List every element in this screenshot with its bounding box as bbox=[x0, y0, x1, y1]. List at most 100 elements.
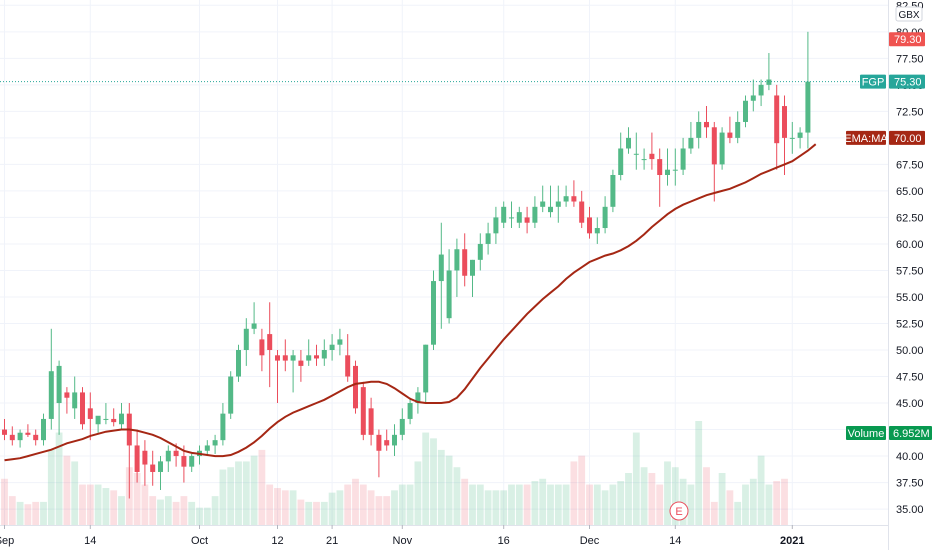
volume-bar bbox=[469, 484, 476, 525]
volume-bar bbox=[313, 501, 320, 525]
candle-body bbox=[750, 95, 756, 101]
candle-body bbox=[633, 153, 639, 155]
volume-bar bbox=[656, 484, 664, 525]
volume-bar bbox=[453, 467, 461, 525]
volume-bar bbox=[437, 449, 445, 525]
volume-bar bbox=[297, 499, 305, 525]
ema-line bbox=[4, 143, 817, 462]
candle-body bbox=[204, 445, 210, 451]
volume-bar bbox=[40, 501, 47, 525]
volume-bar bbox=[710, 501, 718, 525]
candle-body bbox=[602, 206, 608, 229]
candle-body bbox=[493, 217, 499, 234]
candle-body bbox=[80, 392, 85, 425]
candle-body bbox=[688, 137, 694, 149]
candle-body bbox=[797, 132, 803, 138]
volume-bar bbox=[671, 467, 679, 525]
candle-body bbox=[516, 212, 522, 223]
volume-bar bbox=[359, 484, 367, 525]
price-axis-label: 37.50 bbox=[896, 478, 924, 490]
volume-bar bbox=[164, 496, 172, 525]
volume-bar bbox=[773, 481, 781, 525]
candle-body bbox=[657, 159, 663, 175]
price-axis-label: 47.50 bbox=[896, 372, 924, 384]
candle-body bbox=[438, 254, 444, 282]
volume-bar bbox=[679, 478, 687, 525]
time-axis-label: 2021 bbox=[780, 535, 804, 547]
time-axis-label: 14 bbox=[669, 535, 681, 547]
candle-body bbox=[587, 217, 592, 234]
candle-body bbox=[618, 148, 624, 175]
volume-bar bbox=[601, 490, 609, 525]
candlesticks bbox=[2, 31, 811, 499]
candle-body bbox=[407, 403, 413, 419]
volume-bar bbox=[55, 432, 63, 525]
candle-body bbox=[360, 387, 366, 435]
time-axis-label: 12 bbox=[271, 535, 283, 547]
volume-bar bbox=[8, 496, 16, 525]
volume-bar bbox=[289, 490, 297, 525]
volume-bar bbox=[281, 490, 289, 525]
volume-bar bbox=[266, 484, 274, 525]
price-axis-label: 40.00 bbox=[896, 451, 924, 463]
volume-bar bbox=[430, 438, 437, 525]
price-axis-label: 45.00 bbox=[896, 398, 924, 410]
volume-bar bbox=[180, 496, 188, 525]
volume-bar bbox=[79, 484, 86, 525]
candle-body bbox=[87, 408, 93, 419]
candle-body bbox=[376, 434, 382, 451]
candle-body bbox=[610, 175, 616, 207]
volume-bar bbox=[336, 490, 344, 525]
candle-body bbox=[470, 259, 475, 276]
price-axis-label: 57.50 bbox=[896, 265, 924, 277]
candle-body bbox=[56, 365, 62, 404]
candle-body bbox=[353, 365, 358, 409]
candle-body bbox=[735, 121, 741, 138]
candle-body bbox=[282, 355, 288, 361]
volume-bar bbox=[718, 473, 726, 525]
volume-bar bbox=[110, 490, 118, 525]
candle-body bbox=[782, 106, 787, 138]
candle-body bbox=[150, 464, 156, 472]
candle-body bbox=[672, 169, 678, 171]
volume-bar bbox=[219, 469, 227, 525]
candle-body bbox=[704, 121, 709, 128]
volume-bar bbox=[305, 501, 313, 525]
volume-bar bbox=[492, 490, 500, 525]
candle-body bbox=[368, 408, 374, 435]
volume-bar bbox=[94, 484, 102, 525]
volume-tag[interactable]: Volume 6.952M bbox=[846, 426, 932, 440]
time-axis-label: Oct bbox=[191, 535, 208, 547]
volume-bar bbox=[461, 478, 469, 525]
candle-body bbox=[251, 323, 257, 329]
grid-lines bbox=[0, 0, 888, 525]
candle-body bbox=[743, 100, 748, 122]
candle-body bbox=[298, 360, 304, 366]
candle-body bbox=[540, 201, 546, 207]
candle-body bbox=[766, 79, 772, 85]
candle-body bbox=[641, 159, 647, 161]
time-axis-label: Dec bbox=[580, 535, 600, 547]
ema-tag[interactable]: EMA:MA 70.00 bbox=[844, 130, 925, 145]
time-axis-label: Sep bbox=[0, 535, 14, 547]
candle-body bbox=[774, 95, 780, 144]
volume-bar bbox=[367, 490, 375, 525]
high-price-value: 79.30 bbox=[894, 34, 922, 46]
earnings-marker[interactable]: E bbox=[669, 501, 689, 521]
volume-bars bbox=[1, 421, 788, 525]
volume-bar bbox=[203, 507, 211, 525]
candle-body bbox=[446, 270, 452, 319]
volume-bar bbox=[118, 496, 125, 525]
candle-body bbox=[462, 249, 468, 276]
volume-bar bbox=[765, 484, 773, 525]
candle-body bbox=[290, 355, 296, 361]
candle-body bbox=[423, 344, 429, 393]
last-price-tag[interactable]: FGP 75.30 bbox=[860, 74, 925, 89]
volume-bar bbox=[383, 496, 391, 525]
candle-body bbox=[392, 434, 397, 446]
volume-value: 6.952M bbox=[893, 428, 930, 440]
candle-body bbox=[696, 121, 702, 138]
volume-bar bbox=[500, 490, 508, 525]
candle-body bbox=[119, 413, 124, 425]
volume-bar bbox=[211, 496, 219, 525]
